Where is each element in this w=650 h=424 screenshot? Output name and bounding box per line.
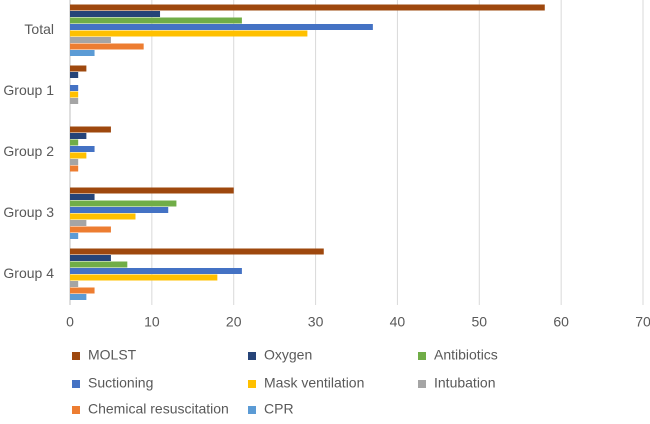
bar bbox=[70, 233, 79, 239]
legend-label: Mask ventilation bbox=[264, 375, 364, 391]
legend-swatch bbox=[248, 352, 256, 360]
bar bbox=[70, 146, 95, 152]
legend-label: MOLST bbox=[88, 347, 137, 363]
x-tick-label: 50 bbox=[471, 314, 487, 330]
y-tick-label: Group 3 bbox=[3, 204, 54, 220]
bar bbox=[70, 24, 373, 30]
legend-swatch bbox=[248, 406, 256, 414]
legend-label: Suctioning bbox=[88, 375, 153, 391]
bar bbox=[70, 207, 169, 213]
legend-swatch bbox=[418, 380, 426, 388]
bar bbox=[70, 152, 87, 159]
bar bbox=[70, 159, 79, 165]
bar bbox=[70, 50, 95, 56]
bar bbox=[70, 287, 95, 294]
legend-label: Antibiotics bbox=[434, 347, 498, 363]
legend-swatch bbox=[72, 406, 80, 414]
x-tick-label: 60 bbox=[553, 314, 569, 330]
bar bbox=[70, 255, 111, 261]
bar bbox=[70, 72, 79, 78]
bar bbox=[70, 85, 79, 91]
legend-swatch bbox=[72, 380, 80, 388]
legend-label: Chemical resuscitation bbox=[88, 401, 229, 417]
y-tick-label: Group 4 bbox=[3, 265, 54, 281]
legend-swatch bbox=[248, 380, 256, 388]
bar bbox=[70, 37, 111, 43]
bar bbox=[70, 213, 136, 220]
bar bbox=[70, 65, 87, 72]
bar bbox=[70, 187, 234, 194]
bar bbox=[70, 91, 79, 98]
legend-swatch bbox=[418, 352, 426, 360]
bar bbox=[70, 194, 95, 200]
bar bbox=[70, 98, 79, 104]
bar bbox=[70, 126, 111, 133]
bar bbox=[70, 133, 87, 139]
x-tick-label: 30 bbox=[308, 314, 324, 330]
x-tick-label: 20 bbox=[226, 314, 242, 330]
bar bbox=[70, 268, 242, 274]
x-tick-label: 0 bbox=[66, 314, 74, 330]
legend-label: Intubation bbox=[434, 375, 496, 391]
bar bbox=[70, 11, 161, 17]
bar bbox=[70, 261, 128, 268]
x-tick-label: 10 bbox=[144, 314, 160, 330]
bar bbox=[70, 248, 324, 255]
x-tick-label: 70 bbox=[635, 314, 650, 330]
bar bbox=[70, 17, 242, 24]
bar bbox=[70, 43, 144, 50]
y-tick-label: Total bbox=[24, 21, 54, 37]
legend-swatch bbox=[72, 352, 80, 360]
bar bbox=[70, 281, 79, 287]
bar bbox=[70, 200, 177, 207]
y-tick-label: Group 1 bbox=[3, 82, 54, 98]
bar bbox=[70, 294, 87, 300]
bar bbox=[70, 274, 218, 281]
bar bbox=[70, 220, 87, 226]
bar bbox=[70, 226, 111, 233]
bar bbox=[70, 30, 308, 37]
y-tick-label: Group 2 bbox=[3, 143, 54, 159]
x-tick-label: 40 bbox=[390, 314, 406, 330]
bar bbox=[70, 4, 545, 11]
legend-label: Oxygen bbox=[264, 347, 312, 363]
bar bbox=[70, 165, 79, 172]
bar bbox=[70, 139, 79, 146]
legend-label: CPR bbox=[264, 401, 294, 417]
